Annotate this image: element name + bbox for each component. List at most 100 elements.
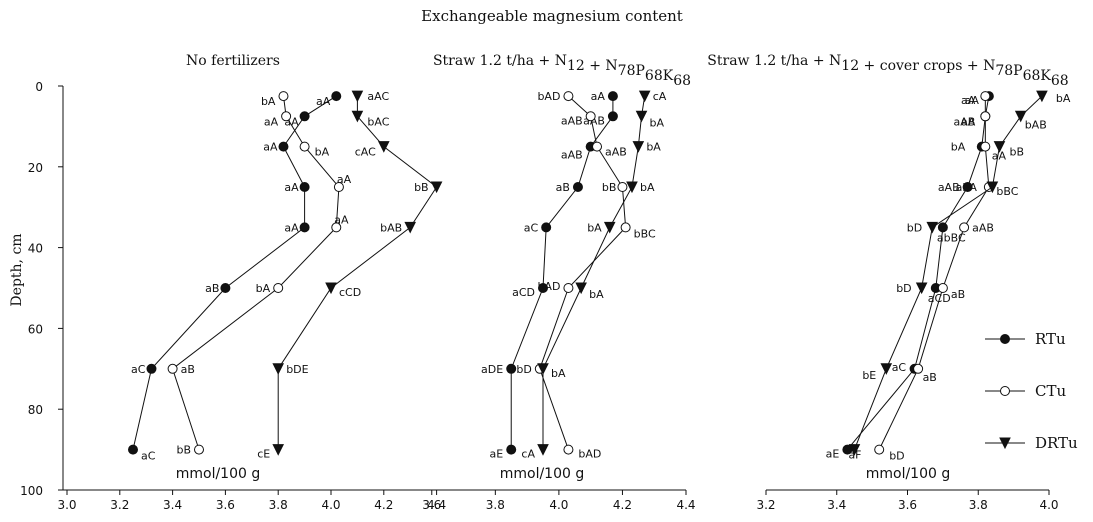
- data-label: aA: [992, 150, 1007, 163]
- data-label: bA: [589, 288, 604, 301]
- data-label: aA: [965, 94, 980, 107]
- legend-item-rtu: RTu: [985, 330, 1066, 348]
- data-label: aDE: [481, 363, 503, 376]
- data-label: abA: [956, 181, 978, 194]
- data-label: bA: [551, 367, 566, 380]
- series-drtu: aAC bAC cAC bB bAB cCD bDE cE: [257, 90, 443, 461]
- x-axis-label: mmol/100 g: [866, 466, 951, 482]
- data-point-drtu: [626, 181, 638, 194]
- data-label: aA: [284, 221, 299, 234]
- chart-panel-2: Straw 1.2 t/ha + N12 + N78P68K68 3.6 3.8 4.…: [400, 53, 696, 512]
- x-tick-label: 4.0: [321, 498, 340, 512]
- x-tick-label: 3.0: [57, 498, 76, 512]
- data-label: bBC: [996, 185, 1018, 198]
- data-label: aAB: [561, 114, 583, 127]
- data-label: bB: [414, 181, 429, 194]
- data-point-rtu: [331, 91, 342, 102]
- data-label: aA: [263, 141, 278, 154]
- data-label: bD: [896, 282, 911, 295]
- data-point-drtu: [632, 141, 645, 153]
- series-line-rtu: [132, 95, 337, 450]
- data-label: cAC: [355, 146, 376, 159]
- x-tick-label: 3.6: [422, 498, 441, 512]
- data-label: bAC: [367, 115, 389, 128]
- data-point-drtu: [986, 181, 999, 194]
- legend-item-ctu: CTu: [985, 382, 1066, 400]
- data-point-drtu: [430, 181, 443, 194]
- panel-title: Straw 1.2 t/ha + N12 + cover crops + N78…: [707, 53, 1068, 89]
- data-point-ctu: [937, 283, 948, 293]
- x-tick-label: 4.2: [613, 498, 632, 512]
- data-label: aAB: [938, 181, 960, 194]
- y-tick-label: 60: [28, 322, 43, 336]
- data-label: bD: [516, 363, 531, 376]
- data-point-ctu: [592, 141, 603, 152]
- y-tick-label: 80: [28, 403, 43, 417]
- data-point-drtu: [993, 141, 1006, 153]
- data-point-rtu: [299, 222, 310, 233]
- data-label: aF: [848, 449, 861, 462]
- chart-panel-1: No fertilizers 3.0 3.2 3.4 3.6 3.8 4.0 4.2 4.4 mm…: [20, 53, 463, 512]
- data-label: abBC: [937, 231, 966, 244]
- chart-panel-3: Straw 1.2 t/ha + N12 + cover crops + N78…: [707, 53, 1071, 512]
- data-point-ctu: [959, 222, 970, 233]
- data-point-ctu: [563, 283, 574, 293]
- data-label: aC: [524, 221, 539, 234]
- x-tick-label: 4.2: [374, 498, 393, 512]
- x-axis-label: mmol/100 g: [176, 466, 261, 482]
- data-label: aA: [264, 115, 279, 128]
- data-label: bE: [862, 369, 876, 382]
- data-point-ctu: [585, 111, 596, 122]
- x-tick-label: 4.4: [676, 498, 695, 512]
- data-label: aB: [556, 181, 570, 194]
- data-label: aC: [892, 361, 907, 374]
- series-line-drtu: [277, 96, 438, 450]
- x-tick-label: 3.6: [898, 498, 917, 512]
- legend-item-drtu: DRTu: [985, 434, 1078, 452]
- series-drtu: cA bA bA bA bA bA bA cA: [521, 90, 666, 461]
- data-point-drtu: [404, 221, 417, 234]
- data-point-ctu: [194, 444, 204, 455]
- data-label: aE: [826, 448, 840, 461]
- data-point-ctu: [874, 444, 885, 455]
- data-label: bA: [1056, 92, 1071, 105]
- x-tick-label: 4.0: [1039, 498, 1058, 512]
- panel-title: No fertilizers: [186, 53, 280, 69]
- x-tick-label: 3.6: [216, 498, 235, 512]
- data-point-ctu: [563, 91, 574, 102]
- legend: RTu CTu DRTu: [985, 330, 1078, 452]
- legend-marker: [999, 437, 1011, 450]
- data-label: bA: [256, 282, 271, 295]
- data-point-drtu: [926, 221, 939, 234]
- data-point-rtu: [506, 363, 517, 374]
- data-point-rtu: [538, 283, 548, 293]
- y-axis-label: Depth, cm: [9, 233, 25, 306]
- data-label: bDE: [286, 363, 308, 376]
- data-label: bB: [602, 181, 617, 194]
- data-label: cA: [653, 90, 667, 103]
- figure-title: Exchangeable magnesium content: [421, 7, 683, 25]
- data-point-ctu: [278, 91, 289, 102]
- series-line-ctu: [172, 96, 340, 450]
- data-label: bA: [650, 116, 665, 129]
- data-point-drtu: [880, 363, 893, 375]
- data-point-ctu: [333, 182, 344, 192]
- data-point-drtu: [1014, 110, 1027, 123]
- y-tick-label: 20: [28, 161, 43, 175]
- series-rtu: aA aA aA aA aA aB aC aC: [128, 91, 342, 463]
- series-rtu: aA aAB aAB aB aC aCD aDE aE: [481, 90, 618, 461]
- data-label: bA: [261, 95, 276, 108]
- x-tick-label: 4.0: [549, 498, 568, 512]
- data-label: aA: [334, 213, 349, 226]
- data-label: aA: [316, 95, 331, 108]
- data-point-rtu: [220, 283, 231, 293]
- data-label: aA: [961, 115, 976, 128]
- data-point-drtu: [377, 141, 390, 153]
- data-point-rtu: [128, 444, 138, 455]
- data-point-drtu: [848, 444, 861, 456]
- data-label: bD: [907, 221, 922, 234]
- data-point-drtu: [351, 90, 364, 103]
